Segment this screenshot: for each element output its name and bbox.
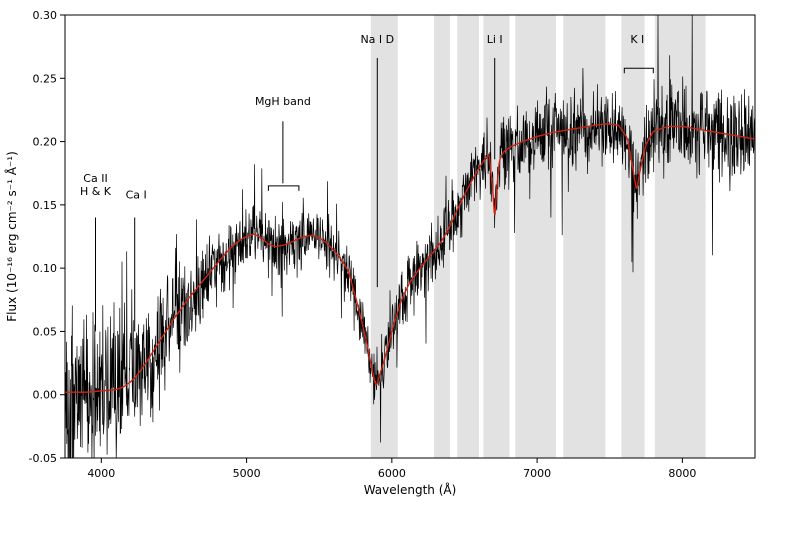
annotation-label-mgh: MgH band — [255, 95, 311, 108]
annotation-label-ca2hk: H & K — [80, 185, 112, 198]
annotation-label-ca1: Ca I — [126, 189, 147, 202]
annotation-label-li: Li I — [487, 33, 503, 46]
telluric-band — [434, 15, 450, 458]
y-axis-label: Flux (10⁻¹⁶ erg cm⁻² s⁻¹ Å⁻¹) — [4, 151, 19, 322]
model-fit-line — [65, 123, 755, 393]
y-tick-label: 0.30 — [33, 9, 58, 22]
x-tick-label: 6000 — [378, 467, 406, 480]
telluric-band — [563, 15, 606, 458]
x-tick-label: 4000 — [87, 467, 115, 480]
annotation-bracket-mgh — [267, 185, 300, 191]
x-tick-label: 7000 — [523, 467, 551, 480]
y-tick-label: 0.05 — [33, 325, 58, 338]
y-tick-label: 0.15 — [33, 199, 58, 212]
telluric-band — [515, 15, 556, 458]
y-tick-label: -0.05 — [29, 452, 57, 465]
annotation-label-ca2hk: Ca II — [83, 172, 107, 185]
telluric-band — [654, 15, 706, 458]
telluric-band — [457, 15, 479, 458]
annotation-label-ki: K I — [630, 33, 644, 46]
annotation-bracket-ki — [623, 67, 654, 74]
x-axis-label: Wavelength (Å) — [364, 482, 457, 497]
y-tick-label: 0.10 — [33, 262, 58, 275]
y-tick-label: 0.20 — [33, 136, 58, 149]
x-tick-label: 8000 — [668, 467, 696, 480]
telluric-band — [483, 15, 510, 458]
y-tick-label: 0.25 — [33, 72, 58, 85]
annotation-label-nad: Na I D — [360, 33, 394, 46]
series-layer — [65, 15, 755, 458]
observed-spectrum-line — [65, 15, 755, 458]
x-tick-label: 5000 — [233, 467, 261, 480]
y-tick-label: 0.00 — [33, 389, 58, 402]
axes-frame — [64, 14, 756, 459]
